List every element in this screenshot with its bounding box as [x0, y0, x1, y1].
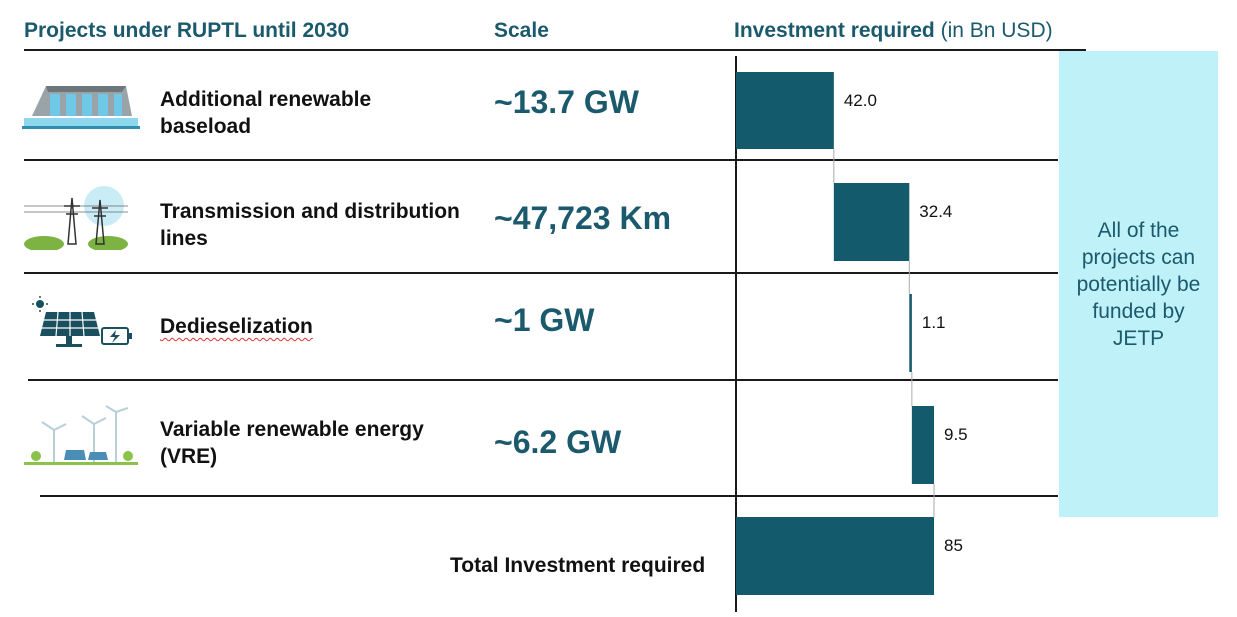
bar-value-label-1: 32.4	[919, 202, 952, 221]
row-label-dedieselization: Dedieselization	[160, 315, 313, 338]
investment-header-bold: Investment required	[734, 19, 935, 42]
row-divider-2	[24, 272, 1058, 274]
bar-4	[736, 517, 934, 595]
transmission-tower-icon	[24, 186, 128, 250]
bar-3	[911, 406, 934, 484]
row-scale-vre: ~6.2 GW	[494, 424, 622, 460]
jetp-callout-text: All of the projects can potentially be f…	[1076, 218, 1201, 350]
wind-solar-icon	[24, 405, 138, 465]
total-label: Total Investment required	[450, 554, 706, 577]
row-scale-transmission: ~47,723 Km	[494, 200, 672, 236]
bar-value-label-3: 9.5	[944, 425, 968, 444]
row-scale-baseload: ~13.7 GW	[494, 84, 639, 120]
bar-2	[909, 294, 912, 372]
scale-header: Scale	[494, 19, 549, 42]
bar-value-label-2: 1.1	[922, 313, 946, 332]
row-label-vre: Variable renewable energy (VRE)	[160, 418, 424, 468]
chart-axis-line	[735, 56, 737, 612]
row-label-transmission: Transmission and distribution lines	[160, 200, 460, 250]
solar-battery-icon	[32, 296, 132, 347]
jetp-callout: All of the projects can potentially be f…	[1059, 51, 1218, 517]
row-divider-4	[40, 495, 1058, 497]
bar-1	[833, 183, 910, 261]
projects-header: Projects under RUPTL until 2030	[24, 19, 350, 42]
row-label-baseload: Additional renewable baseload	[160, 88, 372, 138]
bar-value-label-0: 42.0	[844, 91, 877, 110]
bar-value-label-4: 85	[944, 536, 963, 555]
row-scale-dedieselization: ~1 GW	[494, 302, 595, 338]
hydro-dam-icon	[22, 86, 140, 129]
header-divider	[24, 49, 1086, 51]
investment-header: Investment required (in Bn USD)	[734, 19, 1053, 43]
row-divider-3	[28, 379, 1058, 381]
bar-0	[736, 72, 834, 149]
row-divider-1	[24, 159, 1058, 161]
investment-header-unit: (in Bn USD)	[940, 19, 1053, 42]
